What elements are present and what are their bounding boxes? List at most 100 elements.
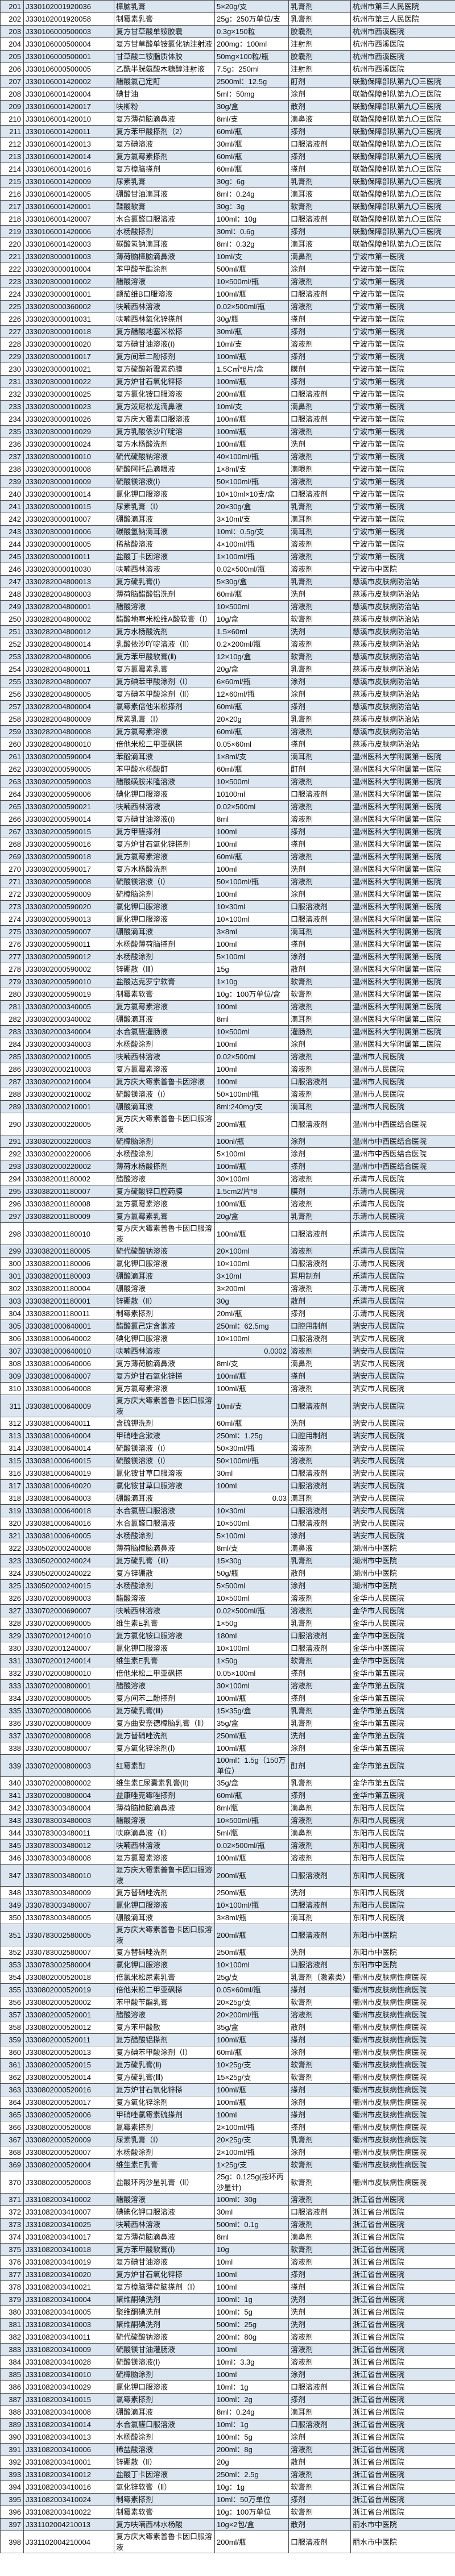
table-row: 318 J330381000640003 硼酸滴耳液 0.03 滴耳剂 瑞安市人民医院 bbox=[0, 1492, 455, 1505]
product-code-cell: J330106001420001 bbox=[23, 200, 114, 213]
table-row: 267 J330302000590015 复方甲醛搽剂 100ml 搽剂 温州医科大学附属… bbox=[0, 825, 455, 838]
table-row: 305 J330381000640001 醋酸氯己定含漱液 250ml：62.5mg 口… bbox=[0, 1320, 455, 1333]
hospital-cell: 温州医科大学附属第一医院 bbox=[350, 975, 455, 988]
row-number-cell: 373 bbox=[0, 2218, 24, 2231]
specification-cell: 10ml：1g bbox=[214, 2381, 289, 2394]
product-code-cell: J330302000590011 bbox=[23, 938, 114, 951]
product-code-cell: J330302000590016 bbox=[23, 838, 114, 851]
product-code-cell: J330502000240008 bbox=[23, 1542, 114, 1555]
product-name-cell: 复方庆大霉素普鲁卡因口服溶液 bbox=[114, 1113, 215, 1135]
hospital-cell: 杭州市西溪医院 bbox=[350, 50, 455, 63]
hospital-cell: 瑞安市人民医院 bbox=[350, 1332, 455, 1345]
product-code-cell: J330802000520009 bbox=[23, 2133, 114, 2146]
hospital-cell: 衢州市皮肤病性病医院 bbox=[350, 2071, 455, 2084]
product-name-cell: 碘化钾口服溶液 bbox=[114, 788, 215, 801]
product-name-cell: 硼酸滴耳液 bbox=[114, 1911, 215, 1924]
hospital-cell: 东阳市中医院 bbox=[350, 1958, 455, 1971]
dosage-form-cell: 滴耳液 bbox=[288, 238, 351, 251]
hospital-cell: 衢州市皮肤病性病医院 bbox=[350, 2058, 455, 2071]
hospital-cell: 金华市第五医院 bbox=[350, 1667, 455, 1680]
product-name-cell: 甲硝唑含漱液 bbox=[114, 1429, 215, 1442]
hospital-cell: 宁波市第一医院 bbox=[350, 538, 455, 551]
row-number-cell: 207 bbox=[0, 75, 24, 88]
table-row: 334 J330702000800005 复方间苯二酚搽剂 100ml/瓶 搽剂 金华市第… bbox=[0, 1692, 455, 1705]
product-name-cell: 水杨酸涂剂 bbox=[114, 2431, 215, 2444]
hospital-cell: 宁波市第一医院 bbox=[350, 325, 455, 338]
product-name-cell: 水杨酸涂剂 bbox=[114, 1579, 215, 1592]
product-name-cell: 薄荷脑樟脑滴鼻液 bbox=[114, 250, 215, 263]
row-number-cell: 238 bbox=[0, 463, 24, 476]
table-row: 282 J330302000340002 硼酸滴耳液 8ml 滴耳剂 温州医科大学附属第二… bbox=[0, 1013, 455, 1026]
dosage-form-cell: 散剂 bbox=[288, 100, 351, 113]
product-code-cell: J331082003410011 bbox=[23, 2331, 114, 2344]
hospital-cell: 温州医科大学附属第一医院 bbox=[350, 863, 455, 876]
dosage-form-cell: 乳膏剂 bbox=[288, 13, 351, 26]
product-name-cell: 益康唑克霉唑搽剂 bbox=[114, 1789, 215, 1802]
row-number-cell: 239 bbox=[0, 475, 24, 488]
hospital-cell: 宁波市第一医院 bbox=[350, 400, 455, 413]
row-number-cell: 208 bbox=[0, 88, 24, 101]
specification-cell: 100ml/瓶 bbox=[214, 288, 289, 301]
product-code-cell: J331082003410014 bbox=[23, 2418, 114, 2431]
table-row: 395 J331082003410024 制霉素搽剂 10ml：50万单位 搽剂 浙江省台… bbox=[0, 2493, 455, 2506]
row-number-cell: 219 bbox=[0, 225, 24, 238]
table-row: 322 J330502000240008 薄荷脑樟脑滴鼻液 8ml/支 滴鼻液 湖州市中医… bbox=[0, 1542, 455, 1555]
product-code-cell: J330702001240010 bbox=[23, 1629, 114, 1642]
specification-cell: 3×10ml bbox=[214, 1270, 289, 1283]
table-row: 396 J331082003410022 制霉素软膏 10g：100万单位 软膏剂 浙江省… bbox=[0, 2506, 455, 2519]
dosage-form-cell: 涂剂 bbox=[288, 2096, 351, 2109]
table-row: 247 J330282004800013 复方硫乳膏(Ⅰ) 5×30g/盒 乳膏剂 慈溪市… bbox=[0, 575, 455, 588]
specification-cell: 100ml bbox=[214, 838, 289, 851]
specification-cell: 10×500ml bbox=[214, 1592, 289, 1605]
dosage-form-cell: 乳膏剂 bbox=[288, 713, 351, 726]
product-name-cell: 醋酸溶液 bbox=[114, 2193, 215, 2206]
dosage-form-cell: 溶液剂 bbox=[288, 1814, 351, 1827]
table-row: 306 J330381000640002 碘化钾口服溶液 10×100ml 口服溶液剂瑞… bbox=[0, 1332, 455, 1345]
dosage-form-cell: 乳膏剂 bbox=[288, 175, 351, 188]
row-number-cell: 350 bbox=[0, 1911, 24, 1924]
specification-cell: 20×20g bbox=[214, 713, 289, 726]
hospital-cell: 衢州市皮肤病性病医院 bbox=[350, 1983, 455, 1996]
dosage-form-cell: 溶液剂 bbox=[288, 1604, 351, 1617]
product-name-cell: 尿素乳膏（Ⅰ） bbox=[114, 2133, 215, 2146]
product-name-cell: 复方庆大霉素普鲁卡因口服溶液 bbox=[114, 2531, 215, 2553]
dosage-form-cell: 灌肠剂 bbox=[288, 1025, 351, 1038]
product-name-cell: 苯甲酸水杨酸酊 bbox=[114, 763, 215, 776]
product-code-cell: J330203000010008 bbox=[23, 463, 114, 476]
product-name-cell: 氯化钾口服溶液 bbox=[114, 913, 215, 926]
dosage-form-cell: 滴耳剂 bbox=[288, 2406, 351, 2419]
product-name-cell: 呋喃西林溶液 bbox=[114, 563, 215, 576]
row-number-cell: 356 bbox=[0, 1996, 24, 2009]
table-row: 220 J330106001420003 碳酸氢钠滴耳液 8ml：0.32g 滴耳液 联勤… bbox=[0, 238, 455, 251]
specification-cell: 0.02×500ml/瓶 bbox=[214, 563, 289, 576]
hospital-cell: 温州医科大学附属第一医院 bbox=[350, 963, 455, 976]
hospital-cell: 联勤保障部队第九〇三医院 bbox=[350, 125, 455, 138]
table-row: 292 J330302000220006 水杨酸涂剂 5×100ml 涂剂 温州市中西医结… bbox=[0, 1147, 455, 1160]
table-row: 216 J330106001420005 硼酸甘油滴耳液 8ml：0.24g 滴耳液 联勤… bbox=[0, 188, 455, 201]
product-name-cell: 醋酸溶液 bbox=[114, 1679, 215, 1692]
table-row: 273 J330302000590020 氯化钾口服溶液 10×30ml 口服溶液剂 温州… bbox=[0, 900, 455, 913]
row-number-cell: 375 bbox=[0, 2243, 24, 2256]
hospital-cell: 丽水市中医院 bbox=[350, 2518, 455, 2531]
product-name-cell: 复方庆大霉素普鲁卡因口服溶液 bbox=[114, 1222, 215, 1245]
table-row: 368 J330802000520007 水杨酸涂剂 2×100ml/瓶 涂剂 衢州市皮肤… bbox=[0, 2146, 455, 2159]
table-row: 300 J330382001180006 氯化钾口服溶液 10×100ml 口服溶液剂乐… bbox=[0, 1257, 455, 1270]
product-code-cell: J331082003410016 bbox=[23, 2481, 114, 2494]
row-number-cell: 216 bbox=[0, 188, 24, 201]
dosage-form-cell: 溶液剂 bbox=[288, 2468, 351, 2481]
hospital-cell: 浙江省台州医院 bbox=[350, 2356, 455, 2369]
hospital-cell: 温州医科大学附属第一医院 bbox=[350, 988, 455, 1001]
table-row: 295 J330382001180007 复方硫酸锌口腔药膜 1.5cm2/片*8 膜剂… bbox=[0, 1185, 455, 1198]
table-row: 278 J330302000590002 锌硼散（Ⅲ） 15g 散剂 温州医科大学附属第一… bbox=[0, 963, 455, 976]
dosage-form-cell: 注射剂 bbox=[288, 63, 351, 76]
specification-cell: 180ml bbox=[214, 1629, 289, 1642]
hospital-cell: 宁波市第一医院 bbox=[350, 375, 455, 388]
product-name-cell: 维生素E乳膏 bbox=[114, 2158, 215, 2171]
dosage-form-cell: 滴耳剂 bbox=[288, 1013, 351, 1026]
table-row: 286 J330302000210003 复方氯霉素溶液 100ml 溶液剂 温州市人民医… bbox=[0, 1063, 455, 1076]
table-row: 290 J330302000220005 复方庆大霉素普鲁卡因口服溶液 200ml/瓶… bbox=[0, 1113, 455, 1135]
product-name-cell: 复方炉甘石氧化锌搽剂 bbox=[114, 838, 215, 851]
dosage-form-cell: 搽剂 bbox=[288, 225, 351, 238]
specification-cell: 100ml bbox=[214, 1075, 289, 1088]
dosage-form-cell: 乳膏剂 bbox=[288, 1704, 351, 1717]
